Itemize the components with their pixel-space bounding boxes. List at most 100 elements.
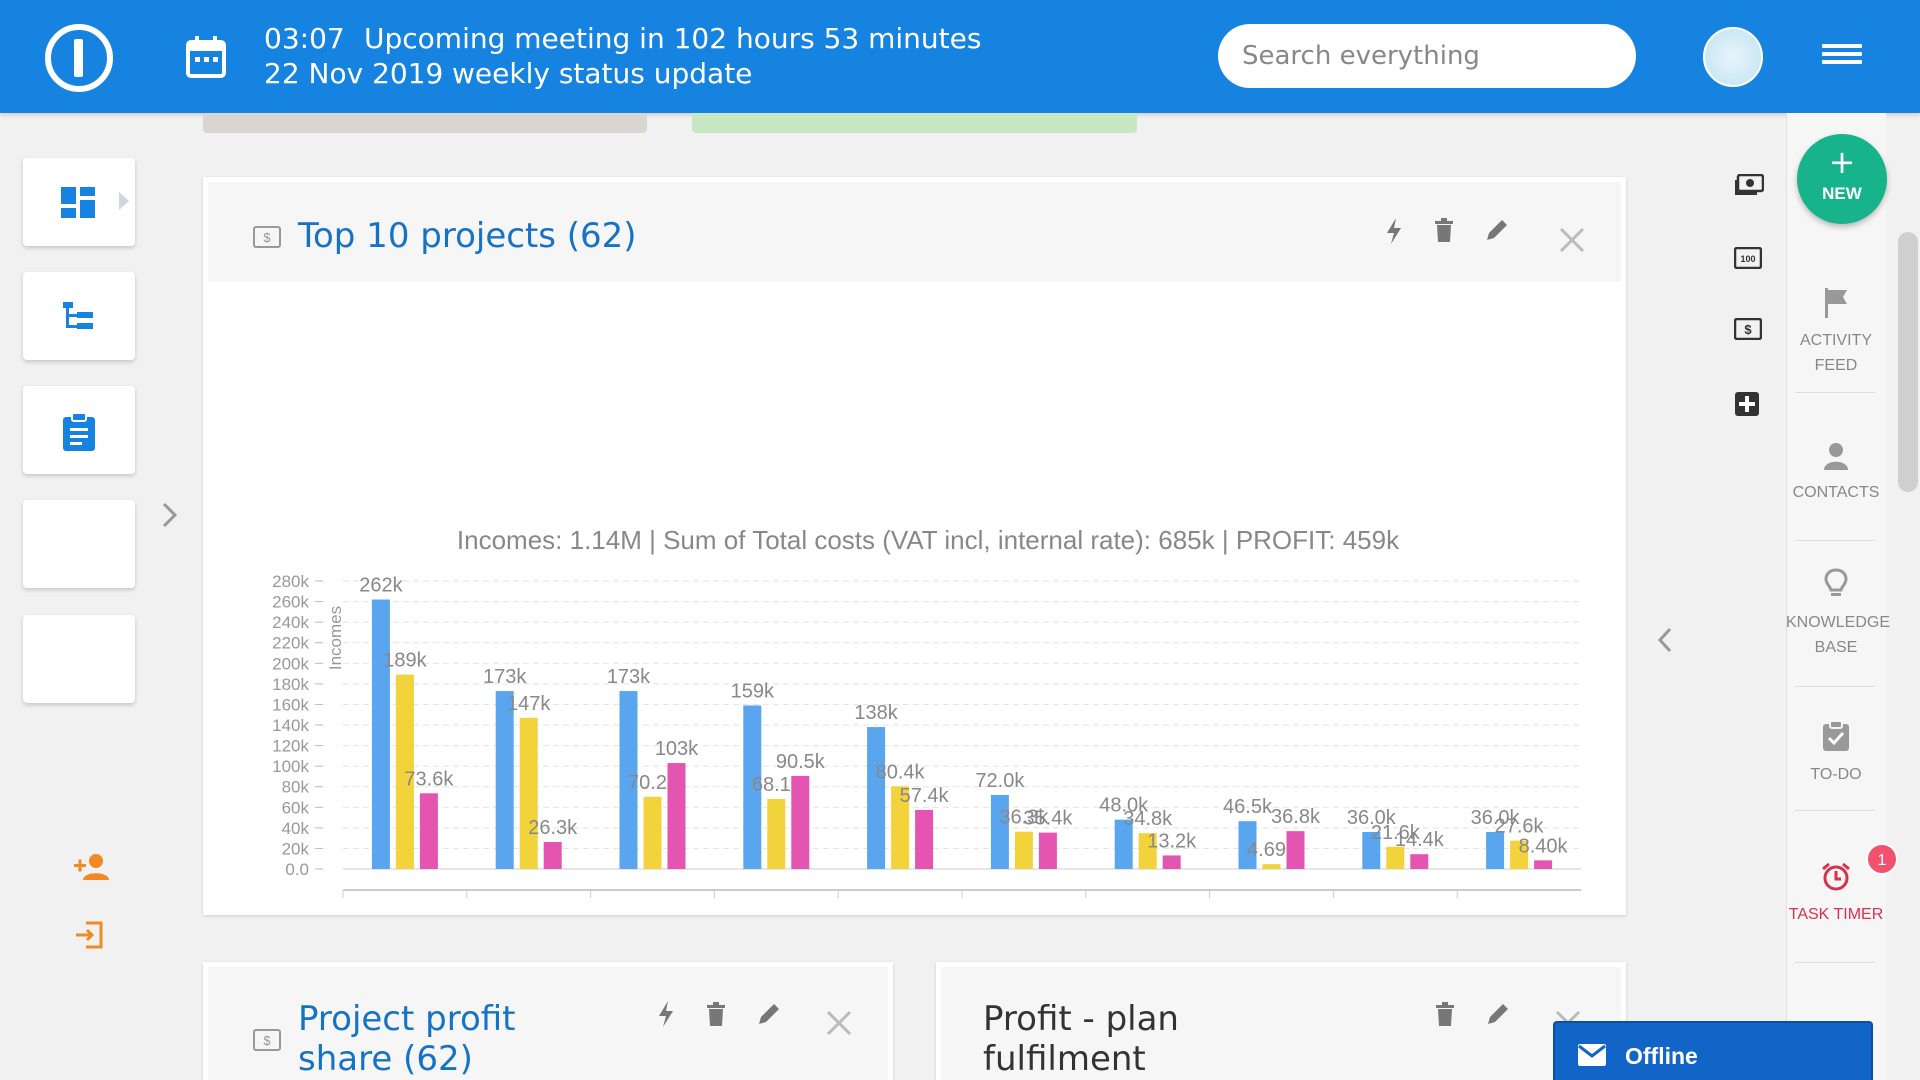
y-tick-label: 160k <box>272 695 309 714</box>
dollar-bill-icon[interactable]: $ <box>1734 318 1762 340</box>
data-label: 27.6k <box>1495 816 1545 838</box>
chat-offline-bar[interactable]: Offline <box>1553 1021 1873 1080</box>
y-tick-label: 240k <box>272 613 309 632</box>
data-label: 36.0k <box>1471 807 1521 829</box>
money-stack-icon[interactable] <box>1734 174 1764 196</box>
collapse-panel-icon[interactable] <box>1655 625 1675 655</box>
bar-1-7 <box>1262 864 1281 869</box>
bar-1-6 <box>1138 833 1157 869</box>
bar-0-3 <box>743 705 762 869</box>
svg-text:$: $ <box>263 1033 271 1048</box>
bar-1-2 <box>643 796 662 869</box>
x-tick-label: Budget 2 <box>864 905 936 907</box>
avatar[interactable] <box>1703 27 1763 87</box>
clipboard-check-icon <box>1823 720 1849 751</box>
offline-label: Offline <box>1625 1043 1698 1069</box>
data-label: 138k <box>854 702 898 724</box>
search-input[interactable] <box>1218 24 1636 88</box>
divider <box>1795 810 1875 811</box>
sidebar-empty-button-1[interactable] <box>23 500 135 588</box>
bar-2-8 <box>1410 854 1429 869</box>
svg-text:$: $ <box>1744 322 1752 337</box>
activity-feed-button[interactable]: ACTIVITY FEED <box>1786 288 1886 378</box>
card-peek-2 <box>692 113 1137 133</box>
person-icon <box>1824 443 1848 470</box>
y-tick-label: 280k <box>272 572 309 591</box>
y-tick-label: 260k <box>272 593 309 612</box>
knowledge-label-2: BASE <box>1814 639 1858 656</box>
contacts-button[interactable]: CONTACTS <box>1786 442 1886 505</box>
divider <box>1795 392 1875 393</box>
scrollbar[interactable] <box>1896 232 1920 492</box>
sidebar-clipboard-button[interactable] <box>23 386 135 474</box>
sidebar-hierarchy-button[interactable] <box>23 272 135 360</box>
close-icon[interactable] <box>825 1009 853 1037</box>
dashboard-icon <box>61 187 95 218</box>
top-bar: 03:07 Upcoming meeting in 102 hours 53 m… <box>0 0 1920 113</box>
pencil-icon[interactable] <box>1486 1002 1510 1026</box>
bar-2-1 <box>543 841 562 869</box>
bar-0-2 <box>619 691 638 869</box>
bar-1-1 <box>519 717 538 869</box>
data-label: 21.6k <box>1371 822 1421 844</box>
calendar-icon[interactable] <box>186 36 226 78</box>
clipboard-icon <box>63 412 95 451</box>
sidebar-dashboard-button[interactable] <box>23 158 135 246</box>
trash-icon[interactable] <box>1435 218 1453 242</box>
plus-square-icon[interactable] <box>1734 391 1760 417</box>
bar-1-0 <box>395 674 414 869</box>
hundred-bill-icon[interactable]: 100 <box>1734 247 1762 269</box>
profit-plan-fulfilment-panel: Profit - plan fulfilment <box>936 962 1626 1080</box>
data-label: 147k <box>507 693 551 715</box>
menu-icon[interactable] <box>1822 44 1862 72</box>
data-label: 4.69k <box>1247 839 1297 861</box>
right-sidebar <box>1786 113 1886 1080</box>
panel-title-line1[interactable]: Project profit <box>298 999 516 1039</box>
bar-0-7 <box>1238 821 1257 869</box>
meeting-title[interactable]: weekly status update <box>452 57 753 90</box>
x-tick-label: KANBAN - <box>981 905 1066 907</box>
panel-title-line2[interactable]: share (62) <box>298 1039 473 1079</box>
bolt-icon[interactable] <box>1385 218 1403 244</box>
y-tick-label: 60k <box>282 798 310 817</box>
panel-header: Profit - plan fulfilment <box>941 967 1621 1080</box>
bar-1-9 <box>1510 840 1529 869</box>
bar-0-5 <box>990 794 1009 869</box>
meeting-countdown[interactable]: Upcoming meeting in 102 hours 53 minutes <box>364 22 982 55</box>
trash-icon[interactable] <box>707 1002 725 1026</box>
panel-title-line2[interactable]: fulfilment <box>983 1039 1146 1079</box>
sidebar-empty-button-2[interactable] <box>23 615 135 703</box>
x-tick-label: Budget 3 <box>369 905 441 907</box>
new-button[interactable]: + NEW <box>1797 134 1887 224</box>
bolt-icon[interactable] <box>657 1001 675 1027</box>
trash-icon[interactable] <box>1436 1002 1454 1026</box>
data-label: 36.0k <box>1347 807 1397 829</box>
y-tick-label: 220k <box>272 634 309 653</box>
panel-title-line1[interactable]: Profit - plan <box>983 999 1179 1039</box>
project-profit-share-panel: $ Project profit share (62) <box>203 962 893 1080</box>
close-icon[interactable] <box>1558 226 1586 254</box>
login-icon[interactable] <box>74 920 104 950</box>
task-timer-badge: 1 <box>1866 843 1898 875</box>
bar-2-9 <box>1534 860 1553 869</box>
app-logo[interactable] <box>45 24 113 92</box>
add-user-icon[interactable] <box>74 853 110 881</box>
todo-button[interactable]: TO-DO <box>1786 720 1886 787</box>
lightbulb-icon <box>1824 568 1848 596</box>
new-label: NEW <box>1822 184 1862 203</box>
panel-title[interactable]: Top 10 projects (62) <box>298 216 637 256</box>
y-tick-label: 100k <box>272 757 309 776</box>
pencil-icon[interactable] <box>757 1002 781 1026</box>
pencil-icon[interactable] <box>1485 218 1509 242</box>
data-label: 14.4k <box>1395 829 1445 851</box>
data-label: 35.4k <box>1023 808 1073 830</box>
knowledge-base-button[interactable]: KNOWLEDGE BASE <box>1786 568 1890 660</box>
panel-header: $ Top 10 projects (62) <box>208 182 1621 282</box>
divider <box>1795 686 1875 687</box>
todo-label: TO-DO <box>1810 766 1862 783</box>
task-timer-button[interactable]: TASK TIMER <box>1786 862 1886 927</box>
expand-sidebar-icon[interactable] <box>160 500 180 530</box>
data-label: 72.0k <box>975 770 1025 792</box>
svg-text:$: $ <box>263 230 271 245</box>
bar-1-5 <box>1014 831 1033 869</box>
